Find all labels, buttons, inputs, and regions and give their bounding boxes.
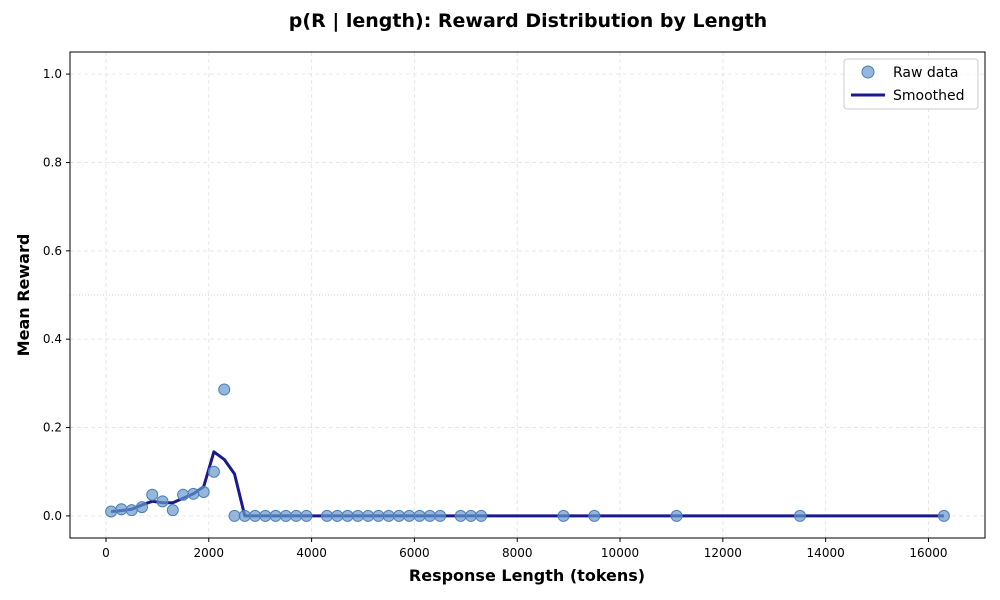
raw-data-point (269, 509, 282, 522)
raw-data-point (793, 509, 806, 522)
y-tick-label: 0.0 (43, 509, 62, 523)
raw-data-point (413, 509, 426, 522)
y-axis-ticks: 0.0 0.2 0.4 0.6 0.8 1.0 (43, 67, 70, 523)
raw-data-point (197, 486, 210, 499)
chart-title: p(R | length): Reward Distribution by Le… (288, 10, 768, 32)
raw-data-point (937, 509, 950, 522)
raw-data-point (218, 383, 231, 396)
raw-data-point (156, 495, 169, 508)
x-tick-label: 0 (102, 546, 110, 560)
raw-data-point (187, 487, 200, 500)
plot-frame (69, 51, 986, 539)
raw-data-point (321, 509, 334, 522)
x-axis-ticks: 0 2000 4000 6000 8000 10000 12000 14000 16000 (102, 538, 948, 560)
raw-data-point (249, 509, 262, 522)
y-axis-label: Mean Reward (14, 234, 33, 357)
raw-data-point (228, 509, 241, 522)
raw-data-point (331, 509, 344, 522)
x-tick-label: 14000 (807, 546, 845, 560)
raw-data-point (403, 509, 416, 522)
x-tick-label: 6000 (399, 546, 430, 560)
raw-data-point (423, 509, 436, 522)
raw-data-point (177, 488, 190, 501)
raw-data-point (238, 509, 251, 522)
raw-data-point (454, 509, 467, 522)
y-tick-label: 0.6 (43, 244, 62, 258)
raw-data-point (166, 504, 179, 517)
y-tick-label: 1.0 (43, 67, 62, 81)
legend-label-raw-data: Raw data (893, 65, 958, 81)
x-tick-label: 12000 (704, 546, 742, 560)
x-tick-label: 10000 (601, 546, 639, 560)
raw-data-point (588, 509, 601, 522)
raw-data-point (146, 488, 159, 501)
raw-data-point (557, 509, 570, 522)
raw-data-series (105, 383, 950, 522)
raw-data-point (135, 501, 148, 514)
raw-data-point (105, 505, 118, 518)
circle-marker-icon (861, 65, 875, 79)
raw-data-point (351, 509, 364, 522)
smoothed-line-series (110, 450, 944, 518)
smoothed-line (110, 450, 944, 518)
x-tick-label: 16000 (909, 546, 947, 560)
x-tick-label: 4000 (296, 546, 327, 560)
raw-data-point (279, 509, 292, 522)
raw-data-point (434, 509, 447, 522)
raw-data-point (392, 509, 405, 522)
raw-data-point (670, 509, 683, 522)
legend-label-smoothed: Smoothed (893, 88, 965, 104)
raw-data-point (300, 509, 313, 522)
y-tick-label: 0.4 (43, 332, 62, 346)
raw-data-point (259, 509, 272, 522)
raw-data-point (115, 503, 128, 516)
raw-data-point (341, 509, 354, 522)
raw-data-point (464, 509, 477, 522)
x-tick-label: 2000 (194, 546, 225, 560)
y-tick-label: 0.2 (43, 421, 62, 435)
x-axis-label: Response Length (tokens) (409, 566, 645, 585)
legend: Raw data Smoothed (843, 58, 979, 110)
x-tick-label: 8000 (502, 546, 533, 560)
raw-data-point (362, 509, 375, 522)
raw-data-point (125, 504, 138, 517)
y-tick-label: 0.8 (43, 155, 62, 169)
raw-data-point (207, 465, 220, 478)
raw-data-point (290, 509, 303, 522)
raw-data-point (382, 509, 395, 522)
grid-lines (70, 52, 985, 538)
raw-data-point (372, 509, 385, 522)
raw-data-point (475, 509, 488, 522)
